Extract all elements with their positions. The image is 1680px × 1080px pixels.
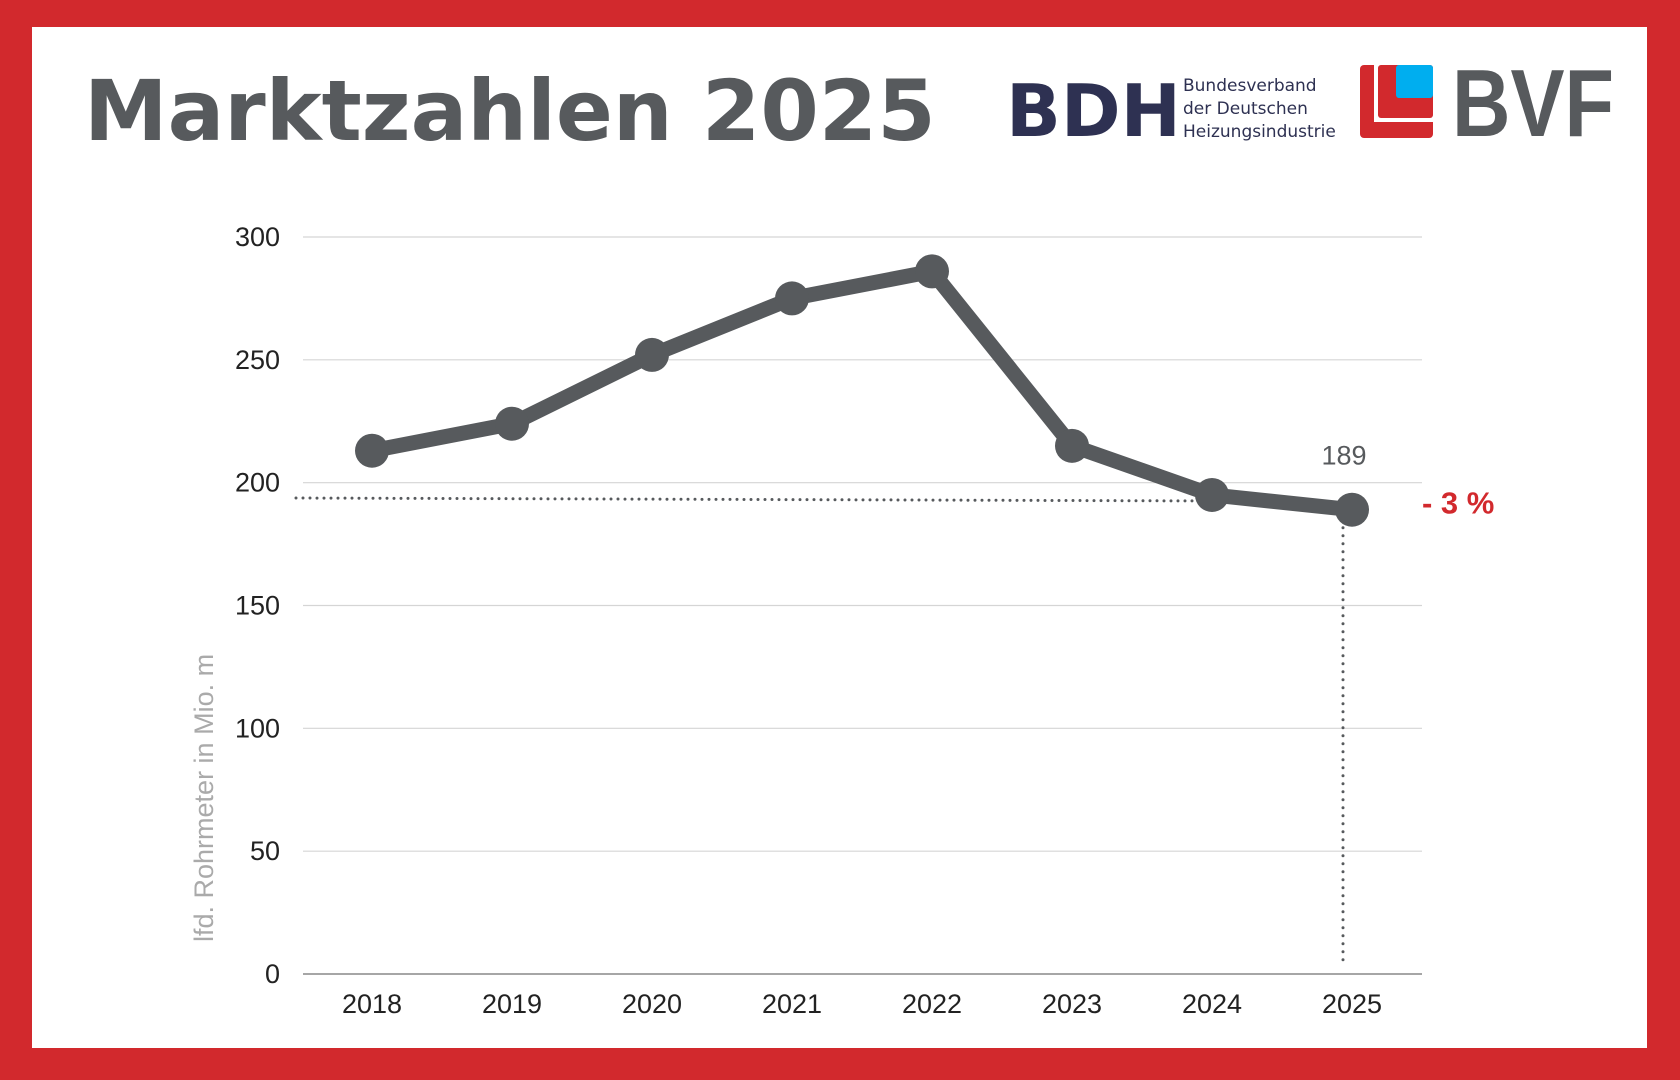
bdh-subtitle-3: Heizungsindustrie [1183, 122, 1336, 142]
series-line [370, 263, 1353, 518]
last-value-label: 189 [1321, 441, 1366, 471]
data-point-2021 [775, 281, 809, 316]
page-title: Marktzahlen 2025 [84, 62, 936, 160]
bvf-logo-text: BVF [1452, 50, 1614, 157]
bdh-subtitle-1: Bundesverband [1183, 76, 1317, 96]
y-axis-label: lfd. Rohrmeter in Mio. m [189, 654, 219, 942]
x-tick-label: 2020 [622, 989, 682, 1019]
data-point-2023 [1055, 428, 1089, 463]
y-tick-label: 150 [235, 591, 280, 621]
data-point-2025 [1335, 492, 1369, 527]
data-point-2018 [355, 433, 389, 468]
y-tick-label: 250 [235, 345, 280, 375]
x-tick-label: 2022 [902, 989, 962, 1019]
x-tick-label: 2024 [1182, 989, 1242, 1019]
y-tick-label: 0 [265, 959, 280, 989]
y-tick-label: 200 [235, 468, 280, 498]
x-tick-label: 2025 [1322, 989, 1382, 1019]
bdh-logo: BDH Bundesverband der Deutschen Heizungs… [1006, 69, 1336, 153]
data-point-2024 [1195, 477, 1229, 512]
x-tick-label: 2023 [1042, 989, 1102, 1019]
change-label: - 3 % [1422, 486, 1494, 521]
data-point-2020 [635, 337, 669, 372]
data-point-2019 [495, 406, 529, 441]
y-tick-label: 100 [235, 713, 280, 743]
y-tick-label: 300 [235, 222, 280, 252]
reference-dotted-line [294, 496, 1204, 503]
x-tick-label: 2018 [342, 989, 402, 1019]
x-tick-label: 2019 [482, 989, 542, 1019]
bvf-logo: BVF [1360, 50, 1614, 157]
bdh-subtitle-2: der Deutschen [1183, 99, 1308, 119]
bvf-logo-blue-square [1396, 65, 1433, 98]
data-point-2022 [915, 254, 949, 289]
bdh-logo-text: BDH [1006, 69, 1181, 153]
chart-card [32, 27, 1647, 1048]
x-tick-label: 2021 [762, 989, 822, 1019]
y-tick-label: 50 [250, 836, 280, 866]
